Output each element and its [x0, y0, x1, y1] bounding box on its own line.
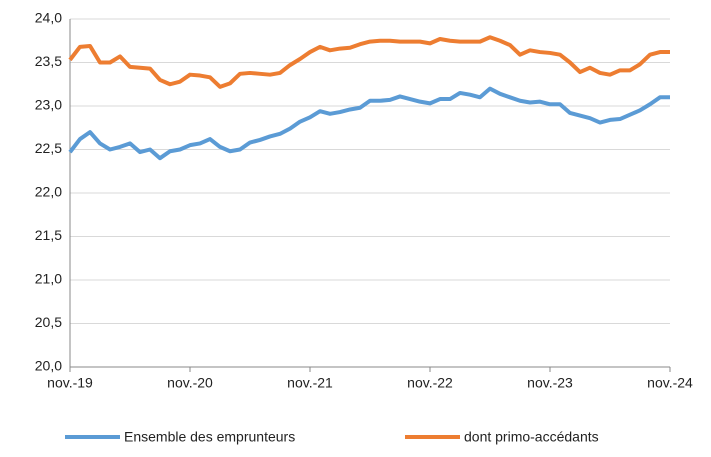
series-line: [68, 35, 670, 89]
y-tick-label: 23,0: [35, 97, 62, 113]
series-line: [68, 86, 670, 161]
y-tick-label: 20,0: [35, 358, 62, 374]
legend-label: Ensemble des emprunteurs: [124, 429, 295, 445]
x-tick-label: nov.-21: [287, 375, 333, 391]
legend-label: dont primo-accédants: [464, 429, 599, 445]
y-tick-label: 24,0: [35, 10, 62, 26]
y-tick-label: 23,5: [35, 53, 62, 69]
y-tick-label: 21,0: [35, 271, 62, 287]
x-tick-label: nov.-22: [407, 375, 453, 391]
x-tick-label: nov.-24: [647, 375, 693, 391]
y-tick-label: 22,5: [35, 140, 62, 156]
y-tick-label: 21,5: [35, 227, 62, 243]
x-tick-label: nov.-23: [527, 375, 573, 391]
y-tick-label: 22,0: [35, 184, 62, 200]
x-tick-label: nov.-20: [167, 375, 213, 391]
y-tick-label: 20,5: [35, 314, 62, 330]
x-tick-label: nov.-19: [47, 375, 93, 391]
